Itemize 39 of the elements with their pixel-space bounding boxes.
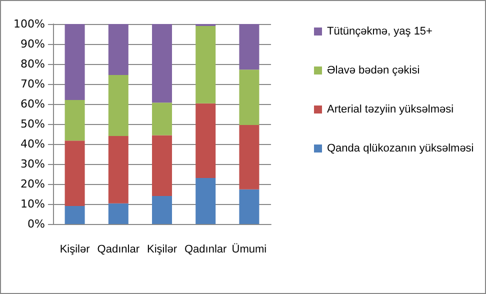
legend-label: Arterial təzyiin yüksəlməsi <box>327 104 454 116</box>
bar <box>239 24 260 70</box>
x-tick-label: Kişilər <box>60 244 90 256</box>
bar <box>108 203 128 224</box>
y-tick-label: 100% <box>14 18 45 30</box>
y-tick-label: 0% <box>28 218 45 230</box>
y-tick-label: 50% <box>20 118 45 130</box>
y-tick-label: 30% <box>20 158 45 170</box>
bar <box>196 178 216 224</box>
bar <box>239 70 260 125</box>
x-tick-label: Qadınlar <box>97 244 140 256</box>
y-tick-label: 10% <box>20 198 45 210</box>
bar <box>64 100 85 141</box>
bar <box>152 196 172 224</box>
legend-label: Tütünçəkmə, yaş 15+ <box>327 26 432 38</box>
bar <box>239 189 260 224</box>
y-tick-label: 80% <box>20 58 45 70</box>
y-tick-label: 90% <box>20 38 45 50</box>
bar <box>64 24 85 100</box>
legend-label: Əlavə bədən çəkisi <box>327 64 420 76</box>
bar <box>108 75 128 136</box>
bar <box>152 102 172 136</box>
bar <box>64 140 85 206</box>
bar <box>108 24 128 75</box>
bar <box>108 136 128 204</box>
legend-label: Qanda qlükozanın yüksəlməsi <box>327 142 474 154</box>
y-tick-label: 70% <box>20 78 45 90</box>
bar <box>239 125 260 190</box>
x-tick-label: Kişilər <box>147 244 178 256</box>
bar <box>196 103 216 178</box>
bar <box>196 26 216 104</box>
bar <box>152 24 172 103</box>
y-tick-label: 20% <box>20 178 45 190</box>
bar <box>64 206 85 224</box>
x-tick-label: Ümumi <box>232 242 267 256</box>
bar <box>152 135 172 196</box>
y-tick-label: 60% <box>20 98 45 110</box>
x-tick-label: Qadınlar <box>184 244 228 256</box>
y-tick-label: 40% <box>20 138 45 150</box>
